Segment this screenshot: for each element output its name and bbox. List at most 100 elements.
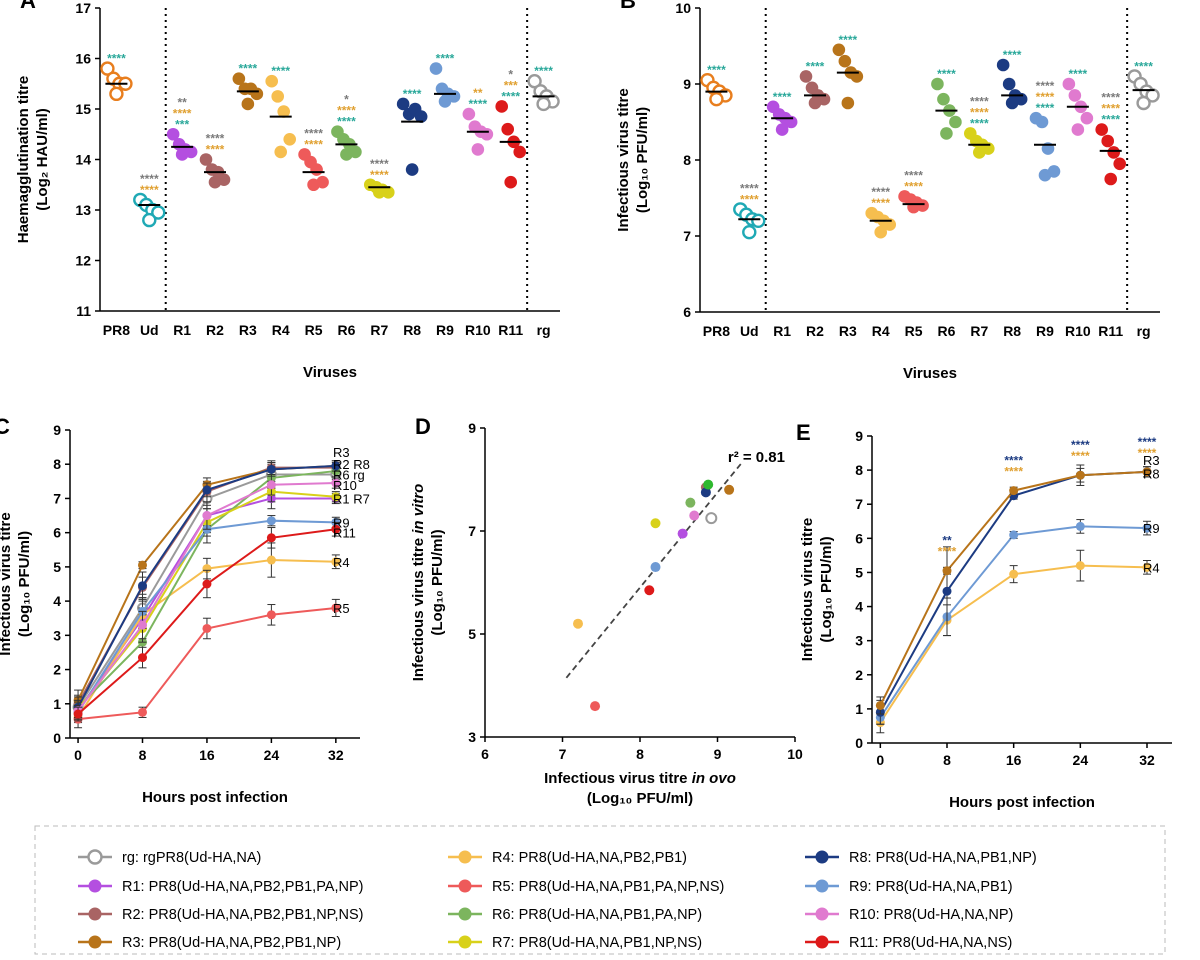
data-point — [266, 516, 276, 526]
x-axis-title: Hours post infection — [142, 789, 288, 806]
significance-stars: **** — [1004, 465, 1023, 479]
significance-stars: **** — [871, 185, 890, 199]
x-tick-label: 9 — [714, 746, 722, 762]
group-R11: ******** — [495, 67, 527, 189]
significance-stars: **** — [1036, 101, 1055, 115]
data-point-R1 — [677, 528, 688, 539]
y-tick-label: 2 — [855, 667, 863, 683]
y-tick-label: 1 — [855, 701, 863, 717]
data-point-R11 — [644, 585, 655, 596]
data-point — [1009, 530, 1019, 540]
x-tick-label: 32 — [328, 747, 344, 763]
data-point — [1095, 123, 1109, 136]
y-tick-label: 2 — [53, 662, 61, 678]
data-point — [949, 115, 962, 129]
data-point-R5 — [590, 701, 601, 712]
y-tick-label: 3 — [855, 633, 863, 649]
data-point — [266, 533, 276, 543]
legend-marker — [815, 850, 829, 864]
x-tick-label: 0 — [876, 752, 884, 768]
legend-label: R1: PR8(Ud-HA,NA,PB2,PB1,PA,NP) — [122, 879, 363, 895]
series-line — [77, 519, 336, 713]
significance-stars: **** — [337, 104, 356, 118]
group-rg: **** — [1127, 59, 1160, 111]
series-end-label: R4 — [333, 555, 350, 570]
x-axis-title: Viruses — [303, 364, 357, 381]
x-tick-label: R10 — [1065, 323, 1091, 339]
series-end-label: R2 R8 — [333, 457, 370, 472]
significance-stars: **** — [534, 64, 553, 78]
significance-stars: **** — [937, 67, 956, 81]
legend-label: R11: PR8(Ud-HA,NA,NS) — [849, 935, 1012, 951]
legend-item: R7: PR8(Ud-HA,NA,PB1,NP,NS) — [448, 935, 702, 951]
data-point — [942, 566, 952, 576]
data-point — [808, 96, 822, 110]
panel-A: A 11 12 13 14 15 16 17 PR8 Ud R1 R2 R3 R4 R5 R6 R7 R8 R9 R1… — [15, 0, 560, 381]
series-line — [879, 470, 1148, 706]
significance-stars: **** — [107, 52, 126, 66]
y-tick-label: 6 — [683, 304, 691, 320]
x-tick-label: 16 — [1006, 752, 1022, 768]
legend-label: R2: PR8(Ud-HA,NA,PB2,PB1,NP,NS) — [122, 907, 363, 923]
y-axis-title-unit: (Log₁₀ PFU/ml) — [16, 531, 33, 637]
x-tick-label: R7 — [370, 322, 388, 338]
panel-D: D 3 5 7 9 6 7 8 9 10 Infectious virus titre in ovo… — [410, 414, 803, 807]
legend-item: R3: PR8(Ud-HA,NA,PB2,PB1,NP) — [78, 935, 341, 951]
significance-stars: **** — [1134, 59, 1153, 73]
significance-stars: **** — [740, 192, 759, 206]
y-tick-label: 9 — [53, 422, 61, 438]
data-point — [1113, 157, 1127, 171]
x-tick-label: PR8 — [703, 323, 730, 339]
x-tick-label: R4 — [272, 322, 290, 338]
y-axis-title: Infectious virus titre — [0, 512, 14, 655]
group-R1: ********* — [166, 95, 198, 161]
significance-stars: **** — [1101, 91, 1120, 105]
legend-marker — [458, 879, 472, 893]
data-point — [138, 653, 147, 663]
data-point — [471, 143, 485, 156]
data-point — [1104, 172, 1118, 186]
x-tick-label: R1 — [173, 322, 191, 338]
data-point-R9 — [650, 562, 661, 573]
y-axis-title-unit: (Log₁₀ PFU/ml) — [634, 107, 651, 213]
legend-item: rg: rgPR8(Ud-HA,NA) — [78, 849, 261, 866]
data-point — [331, 524, 341, 534]
significance-stars: **** — [304, 137, 323, 151]
data-point — [429, 62, 443, 75]
series-end-label: R1 R7 — [333, 491, 370, 506]
data-point — [931, 77, 944, 91]
x-tick-label: R9 — [1036, 323, 1054, 339]
x-tick-label: R1 — [773, 323, 791, 339]
data-point — [972, 146, 986, 159]
data-point — [1136, 95, 1151, 111]
x-tick-label: R11 — [1098, 323, 1123, 339]
group-R4: **** — [265, 64, 297, 159]
series-R8 — [73, 460, 341, 718]
x-tick-label: R2 — [806, 323, 824, 339]
series-R3 — [875, 466, 1152, 715]
group-R5: ******** — [898, 168, 929, 214]
x-tick-label: 8 — [636, 746, 644, 762]
data-point — [381, 186, 395, 199]
legend-item: R11: PR8(Ud-HA,NA,NS) — [805, 935, 1012, 951]
panel-E: E 0 1 2 3 4 5 6 7 8 9 0 8 16 24 32 Hours post infection I… — [796, 420, 1172, 811]
data-point — [1075, 521, 1085, 531]
significance-stars: **** — [707, 63, 726, 77]
y-axis-title-unit: (Log₂ HAU/ml) — [34, 108, 51, 210]
data-point — [742, 224, 757, 240]
data-point — [940, 127, 953, 140]
significance-stars: **** — [1036, 90, 1055, 104]
panel-B: B 6 7 8 9 10 PR8 Ud R1 R2 R3 R4 R5 R6 R7 R8 R9 R10 R11 rg Vi… — [615, 0, 1160, 382]
data-point — [775, 123, 789, 136]
data-point — [1005, 96, 1019, 110]
significance-stars: **** — [173, 106, 192, 120]
legend-marker — [88, 907, 102, 921]
legend-border — [34, 825, 1166, 955]
data-point — [709, 91, 724, 107]
y-tick-label: 3 — [53, 627, 61, 643]
group-rg: **** — [527, 64, 560, 112]
significance-stars: **** — [970, 105, 989, 119]
data-point — [1035, 115, 1049, 129]
group-R1: **** — [766, 90, 798, 136]
